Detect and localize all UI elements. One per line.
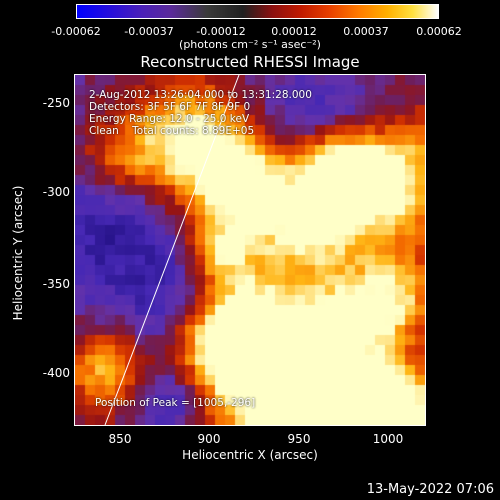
x-axis-label: Heliocentric X (arcsec) [182,448,318,462]
x-tick-label: 950 [287,432,311,446]
plot-date-stamp: 13-May-2022 07:06 [366,482,494,497]
y-tick-label: -350 [42,277,70,291]
image-title: Reconstructed RHESSI Image [140,53,360,71]
y-tick-label: -300 [42,185,70,199]
colorbar-tick-label: -0.00037 [124,25,174,38]
colorbar-tick-label: 0.00012 [271,25,317,38]
rhessi-heatmap [75,75,425,425]
energy-range-text: Energy Range: 12.0 - 25.0 keV [89,113,250,125]
colorbar-units: (photons cm⁻² s⁻¹ asec⁻²) [179,38,321,51]
detectors-text: Detectors: 3F 5F 6F 7F 8F 9F 0 [89,101,251,113]
colorbar-tick-label: 0.00037 [343,25,389,38]
x-tick-label: 1000 [372,432,404,446]
x-tick-label: 850 [108,432,132,446]
colorbar-tick-label: 0.00062 [416,25,462,38]
solar-limb-line [104,75,240,425]
colorbar [76,4,439,19]
peak-position-text: Position of Peak = [1005,-296] [95,397,256,409]
colorbar-tick-label: -0.00062 [51,25,101,38]
rhessi-image-panel: 2-Aug-2012 13:26:04.000 to 13:31:28.000 … [74,74,426,426]
x-tick-label: 900 [197,432,221,446]
y-tick-label: -250 [42,96,70,110]
y-tick-label: -400 [42,366,70,380]
limb-overlay [104,75,240,425]
y-axis-label: Heliocentric Y (arcsec) [11,185,25,321]
time-range-text: 2-Aug-2012 13:26:04.000 to 13:31:28.000 [89,89,312,101]
colorbar-tick-label: -0.00012 [196,25,246,38]
clean-counts-text: Clean Total counts: 8.89E+05 [89,125,255,137]
